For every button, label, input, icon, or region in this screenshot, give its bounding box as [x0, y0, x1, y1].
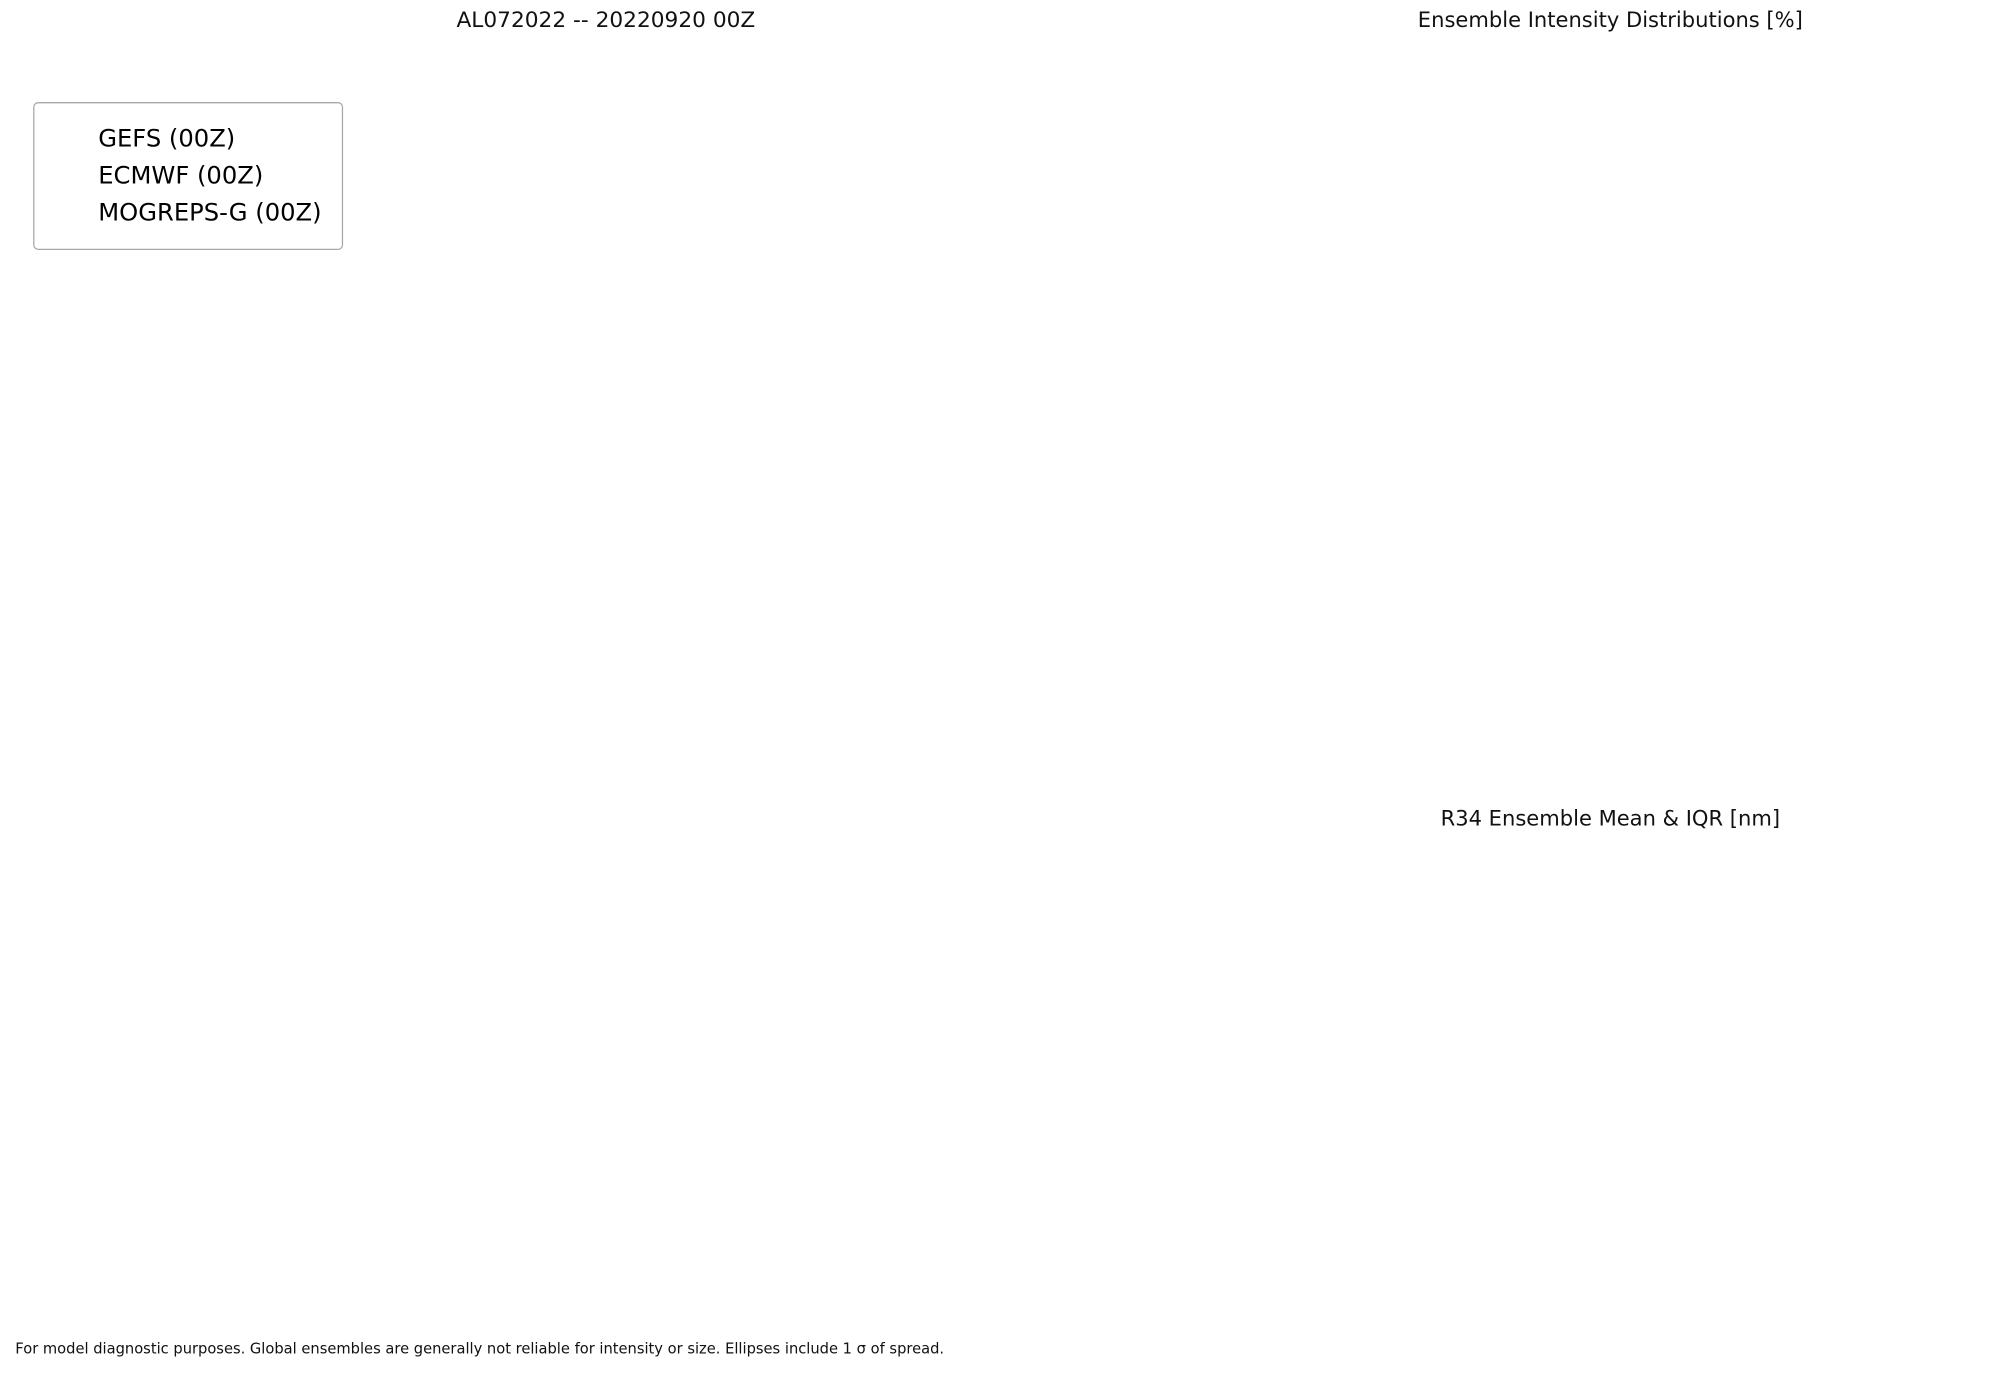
mogreps-color-dot [55, 200, 82, 227]
map-legend: GEFS (00Z) ECMWF (00Z) MOGREPS-G (00Z) [33, 102, 344, 250]
legend-label-gefs: GEFS (00Z) [98, 124, 236, 154]
footnote: For model diagnostic purposes. Global en… [15, 1339, 945, 1358]
gefs-color-dot [55, 126, 82, 153]
legend-label-mogreps: MOGREPS-G (00Z) [98, 198, 322, 228]
ecmwf-color-dot [55, 163, 82, 190]
r34-title: R34 Ensemble Mean & IQR [nm] [1440, 806, 1781, 831]
legend-item-mogreps: MOGREPS-G (00Z) [55, 199, 322, 227]
legend-item-ecmwf: ECMWF (00Z) [55, 162, 322, 190]
map-title: AL072022 -- 20220920 00Z [456, 7, 756, 34]
legend-label-ecmwf: ECMWF (00Z) [98, 161, 264, 191]
intensity-distributions-title: Ensemble Intensity Distributions [%] [1417, 7, 1803, 32]
legend-item-gefs: GEFS (00Z) [55, 125, 322, 153]
